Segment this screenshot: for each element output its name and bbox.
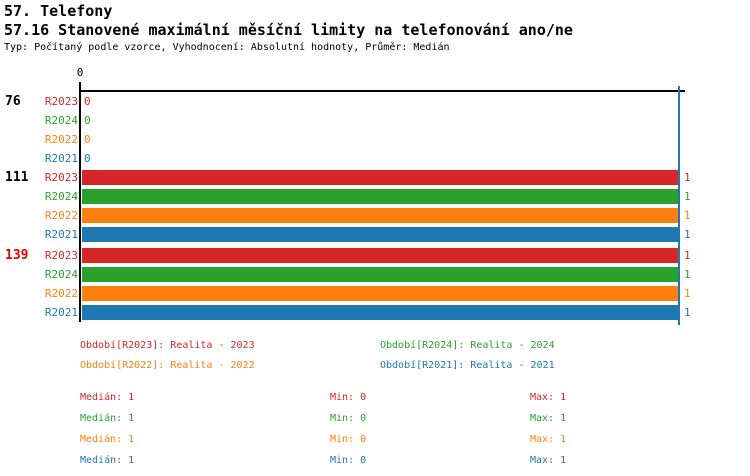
stat-max: Max: 1 <box>530 455 567 466</box>
chart-row: R2021 1 <box>0 227 750 242</box>
bar <box>82 227 678 242</box>
chart-row: R2024 1 <box>0 267 750 282</box>
series-label: R2021 <box>44 228 78 241</box>
series-label: R2023 <box>44 249 78 262</box>
chart-rows: 76 R2023 0 R2024 0 R2022 0 R2021 0 111 R2023 1 R2024… <box>0 94 750 320</box>
max-gridline <box>678 86 680 325</box>
series-label: R2023 <box>44 95 78 108</box>
series-label: R2024 <box>44 114 78 127</box>
page-title: 57. Telefony <box>4 2 113 20</box>
axis-top-line <box>80 90 685 92</box>
bar <box>82 267 678 282</box>
stat-median: Medián: 1 <box>80 455 135 466</box>
bar-value-label: 0 <box>84 152 91 165</box>
group-label: 139 <box>5 248 29 263</box>
bar <box>82 305 678 320</box>
series-label: R2022 <box>44 209 78 222</box>
legend-item: Období[R2022]: Realita - 2022 <box>80 360 255 371</box>
bar-value-label: 0 <box>84 114 91 127</box>
stat-max: Max: 1 <box>530 392 567 403</box>
series-label: R2021 <box>44 306 78 319</box>
series-label: R2024 <box>44 190 78 203</box>
series-label: R2023 <box>44 171 78 184</box>
bar-value-label: 1 <box>684 306 691 319</box>
series-label: R2021 <box>44 152 78 165</box>
stat-max: Max: 1 <box>530 413 567 424</box>
bar-value-label: 1 <box>684 209 691 222</box>
stat-min: Min: 0 <box>330 413 367 424</box>
bar-value-label: 0 <box>84 133 91 146</box>
stat-median: Medián: 1 <box>80 434 135 445</box>
axis-zero-tick-label: 0 <box>76 66 84 79</box>
axis-vertical-line <box>79 82 81 322</box>
stat-min: Min: 0 <box>330 455 367 466</box>
chart-row: R2024 0 <box>0 113 750 128</box>
bar-value-label: 1 <box>684 287 691 300</box>
stat-min: Min: 0 <box>330 392 367 403</box>
chart-row: R2021 0 <box>0 151 750 166</box>
bar <box>82 170 678 185</box>
chart-subtitle: 57.16 Stanovené maximální měsíční limity… <box>4 21 573 39</box>
bar-value-label: 1 <box>684 171 691 184</box>
bar-value-label: 1 <box>684 249 691 262</box>
series-label: R2022 <box>44 287 78 300</box>
chart-row: R2022 1 <box>0 286 750 301</box>
stat-max: Max: 1 <box>530 434 567 445</box>
legend-item: Období[R2021]: Realita - 2021 <box>380 360 555 371</box>
chart-row: R2022 1 <box>0 208 750 223</box>
chart-row: R2024 1 <box>0 189 750 204</box>
bar-value-label: 1 <box>684 228 691 241</box>
bar <box>82 208 678 223</box>
group-label: 76 <box>5 94 21 109</box>
bar-value-label: 1 <box>684 190 691 203</box>
bar-value-label: 1 <box>684 268 691 281</box>
bar-value-label: 0 <box>84 95 91 108</box>
stat-min: Min: 0 <box>330 434 367 445</box>
group-label: 111 <box>5 170 29 185</box>
series-label: R2022 <box>44 133 78 146</box>
bar <box>82 189 678 204</box>
legend-item: Období[R2024]: Realita - 2024 <box>380 340 555 351</box>
legend-item: Období[R2023]: Realita - 2023 <box>80 340 255 351</box>
series-label: R2024 <box>44 268 78 281</box>
chart-row: R2021 1 <box>0 305 750 320</box>
bar <box>82 286 678 301</box>
chart-row: R2022 0 <box>0 132 750 147</box>
chart-meta-info: Typ: Počítaný podle vzorce, Vyhodnocení:… <box>4 42 450 53</box>
stat-median: Medián: 1 <box>80 392 135 403</box>
chart-row: 76 R2023 0 <box>0 94 750 109</box>
chart-row: 111 R2023 1 <box>0 170 750 185</box>
chart-row: 139 R2023 1 <box>0 248 750 263</box>
stat-median: Medián: 1 <box>80 413 135 424</box>
bar <box>82 248 678 263</box>
